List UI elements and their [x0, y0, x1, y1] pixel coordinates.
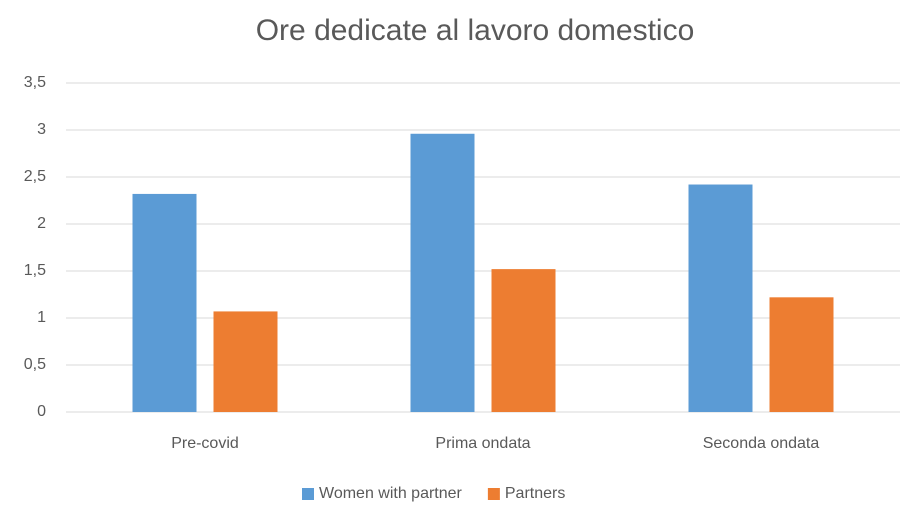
- legend-label: Partners: [505, 485, 565, 502]
- bar: [132, 193, 197, 412]
- bar: [410, 133, 475, 412]
- y-tick-label: 2,5: [24, 168, 46, 185]
- legend-swatch: [302, 488, 314, 500]
- x-tick-label: Pre-covid: [171, 435, 239, 452]
- x-tick-label: Prima ondata: [435, 435, 530, 452]
- x-tick-label: Seconda ondata: [703, 435, 820, 452]
- y-tick-label: 0,5: [24, 356, 46, 373]
- legend-label: Women with partner: [319, 485, 463, 502]
- y-tick-label: 2: [37, 215, 46, 232]
- y-tick-label: 1: [37, 309, 46, 326]
- legend-swatch: [487, 488, 500, 500]
- y-tick-label: 1,5: [24, 262, 46, 279]
- y-tick-label: 0: [37, 403, 46, 420]
- bar: [491, 269, 556, 412]
- bar: [213, 311, 278, 412]
- y-tick-label: 3: [37, 121, 46, 138]
- chart-title: Ore dedicate al lavoro domestico: [256, 14, 695, 47]
- bar: [688, 184, 753, 412]
- y-tick-label: 3,5: [24, 74, 46, 91]
- bar: [769, 297, 834, 412]
